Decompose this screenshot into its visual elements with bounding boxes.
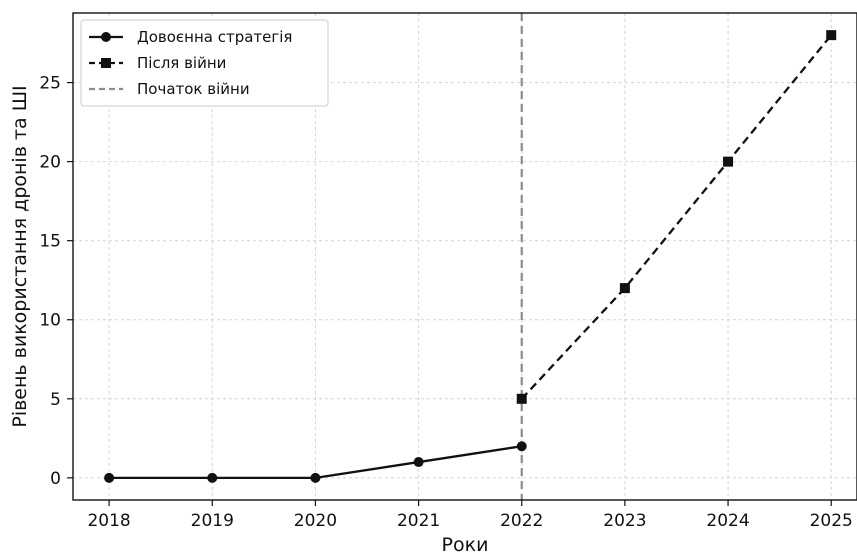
series-1-point [413, 457, 424, 468]
x-tick-label: 2021 [397, 511, 440, 531]
y-tick-label: 0 [50, 469, 61, 489]
x-axis-ticks: 2018 2019 2020 2021 2022 2023 2024 2025 [87, 500, 853, 531]
legend: Довоєнна стратегія Після війни Початок вій… [80, 19, 329, 107]
x-tick-label: 2022 [500, 511, 543, 531]
legend-label-3: Початок війни [137, 80, 250, 98]
y-axis-label: Рівень використання дронів та ШІ [9, 85, 31, 427]
y-tick-label: 20 [39, 153, 61, 173]
y-axis-ticks: 0 5 10 15 20 25 [39, 74, 73, 489]
legend-marker-2 [101, 58, 111, 68]
x-tick-label: 2019 [191, 511, 234, 531]
series-2-point [619, 283, 630, 294]
x-tick-label: 2018 [87, 511, 130, 531]
grid-lines [73, 13, 857, 500]
y-tick-label: 25 [39, 74, 61, 94]
x-tick-label: 2025 [810, 511, 853, 531]
series-1-point [104, 472, 115, 483]
series-1-point [310, 472, 321, 483]
x-tick-label: 2023 [603, 511, 646, 531]
series-2-point [723, 156, 734, 167]
legend-box [80, 19, 329, 107]
series-layer [104, 30, 837, 483]
legend-marker-1 [101, 32, 111, 42]
plot-frame [72, 12, 857, 501]
series-2-point [516, 393, 527, 404]
legend-label-1: Довоєнна стратегія [137, 28, 292, 46]
series-2-point [826, 30, 837, 41]
legend-label-2: Після війни [137, 54, 226, 72]
series-1-point [516, 441, 527, 452]
y-tick-label: 10 [39, 311, 61, 331]
y-tick-label: 15 [39, 232, 61, 252]
x-tick-label: 2024 [706, 511, 749, 531]
series-1-point [207, 472, 218, 483]
x-tick-label: 2020 [294, 511, 337, 531]
series-line-2 [520, 34, 833, 400]
x-axis-label: Роки [442, 534, 489, 554]
y-tick-label: 5 [50, 390, 61, 410]
